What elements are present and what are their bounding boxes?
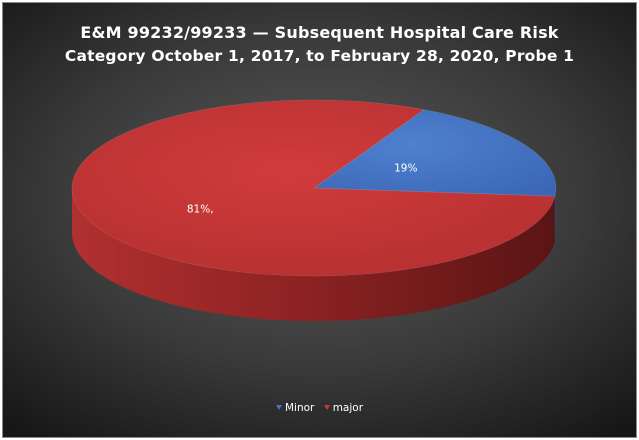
pie-side-major <box>72 188 555 321</box>
legend-label-major: major <box>332 402 364 414</box>
pie-plot: 19% 81%, <box>71 99 557 321</box>
legend: Minor major <box>3 402 636 414</box>
legend-entry-minor: Minor <box>275 402 315 414</box>
legend-entry-major: major <box>323 402 364 414</box>
legend-marker-major <box>323 405 330 410</box>
legend-marker-minor <box>275 405 282 410</box>
data-label-major: 81%, <box>187 203 214 215</box>
chart-subtitle: Category October 1, 2017, to February 28… <box>64 47 575 65</box>
pie-slice-major <box>71 99 556 277</box>
pie-slice-minor <box>313 109 557 197</box>
pie-side-minor <box>554 188 556 242</box>
chart-title: E&M 99232/99233 — Subsequent Hospital Ca… <box>80 23 559 42</box>
data-label-minor: 19% <box>394 163 417 175</box>
legend-label-minor: Minor <box>284 402 315 414</box>
